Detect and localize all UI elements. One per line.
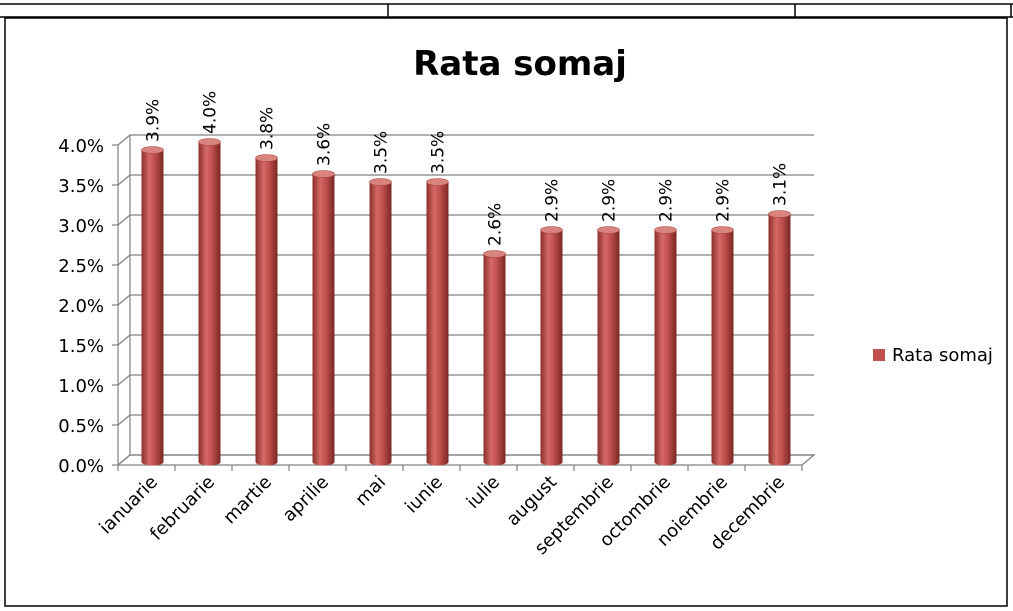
bar-top (483, 250, 506, 258)
bar-top (141, 146, 164, 154)
bar-top (426, 178, 449, 186)
y-tick-label: 0.0% (58, 456, 104, 477)
y-tick-label: 0.5% (58, 416, 104, 437)
gridline-side (117, 174, 131, 186)
y-tick-label: 3.0% (58, 216, 104, 237)
data-label: 3.9% (144, 99, 164, 142)
data-label: 2.9% (600, 179, 620, 222)
gridline-side (117, 414, 131, 426)
bar-top (198, 138, 221, 146)
chart-title: Rata somaj (413, 44, 627, 84)
gridline-side (117, 254, 131, 266)
data-label: 2.6% (486, 203, 506, 246)
legend-swatch (873, 349, 885, 361)
bar-body (768, 214, 791, 466)
bar-body (369, 182, 392, 466)
bar-mai (369, 178, 392, 466)
bar-top (711, 226, 734, 234)
gridline-side (117, 334, 131, 346)
bar-top (540, 226, 563, 234)
bar-body (540, 230, 563, 466)
bar-body (654, 230, 677, 466)
y-tick-label: 1.0% (58, 376, 104, 397)
bar-iunie (426, 178, 449, 466)
bar-top (654, 226, 677, 234)
bar-ianuarie (141, 146, 164, 466)
gridline-side (117, 374, 131, 386)
axes-layer: 0.0% 0.5% 1.0% 1.5% 2.0% 2.5% 3.0% 3.5% 4.0% (58, 134, 816, 477)
bar-body (141, 150, 164, 466)
y-tick-label: 1.5% (58, 336, 104, 357)
chart-border (4, 17, 1008, 607)
data-label: 3.5% (372, 131, 392, 174)
gridline-side (117, 214, 131, 226)
bar-februarie (198, 138, 221, 466)
bar-noiembrie (711, 226, 734, 466)
bar-septembrie (597, 226, 620, 466)
bar-aprilie (312, 170, 335, 466)
bars-layer (141, 138, 791, 466)
legend: Rata somaj (873, 345, 993, 366)
data-label: 3.5% (429, 131, 449, 174)
bar-martie (255, 154, 278, 466)
data-label: 3.8% (258, 107, 278, 150)
legend-label: Rata somaj (892, 345, 993, 366)
bar-octombrie (654, 226, 677, 466)
bar-body (426, 182, 449, 466)
y-tick-label: 3.5% (58, 176, 104, 197)
data-label: 2.9% (543, 179, 563, 222)
data-label: 2.9% (657, 179, 677, 222)
bar-body (255, 158, 278, 466)
bar-body (483, 254, 506, 466)
bar-body (198, 142, 221, 466)
bar-august (540, 226, 563, 466)
bar-iulie (483, 250, 506, 466)
table-border-strip (0, 3, 1013, 18)
data-label: 4.0% (201, 91, 221, 134)
y-tick-label: 2.5% (58, 256, 104, 277)
y-tick-label: 4.0% (58, 136, 104, 157)
bar-body (312, 174, 335, 466)
gridline-side (117, 134, 131, 146)
bar-top (597, 226, 620, 234)
bar-decembrie (768, 210, 791, 466)
data-label: 3.6% (315, 123, 335, 166)
bar-body (597, 230, 620, 466)
data-label: 3.1% (771, 163, 791, 206)
bar-body (711, 230, 734, 466)
y-tick-label: 2.0% (58, 296, 104, 317)
bar-top (255, 154, 278, 162)
data-label: 2.9% (714, 179, 734, 222)
bar-top (312, 170, 335, 178)
bar-top (768, 210, 791, 218)
gridline-side (117, 294, 131, 306)
bar-top (369, 178, 392, 186)
